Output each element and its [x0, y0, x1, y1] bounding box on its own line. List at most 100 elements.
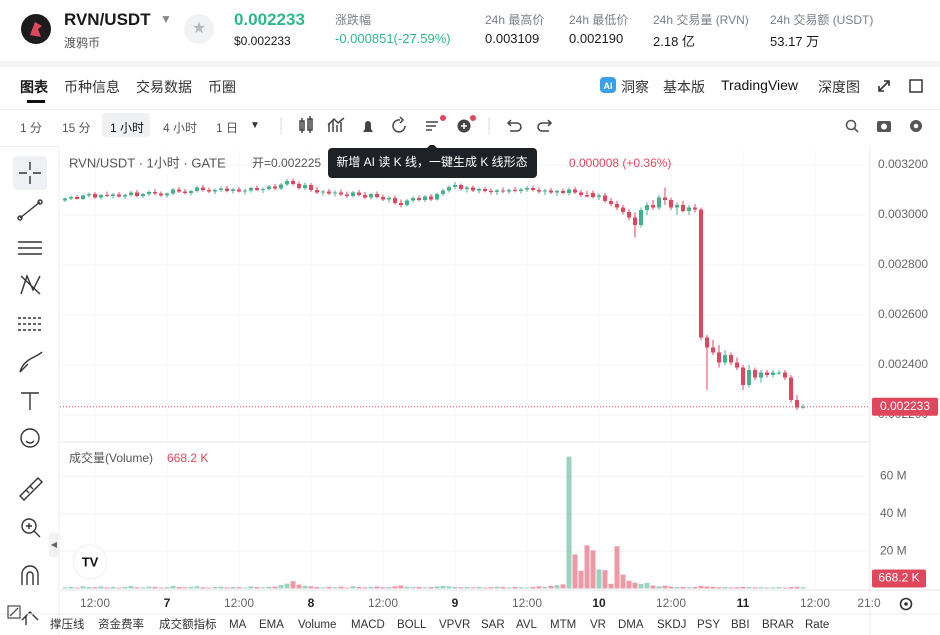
change-value: -0.000851(-27.59%) — [335, 31, 451, 46]
volume-bar — [236, 587, 242, 589]
settings-gear[interactable] — [899, 597, 913, 611]
indicator-icon[interactable] — [7, 605, 21, 619]
volume-bar — [650, 585, 656, 589]
candle-body — [195, 187, 199, 191]
indicator-button[interactable]: MTM — [550, 619, 576, 631]
tool-ruler[interactable] — [19, 477, 43, 501]
candle-body — [393, 198, 397, 203]
search-icon[interactable] — [845, 119, 859, 133]
volume-bar — [434, 586, 440, 589]
tab[interactable]: 交易数据 — [136, 79, 192, 95]
tool-crosshair[interactable] — [19, 162, 41, 184]
undo-icon[interactable] — [506, 119, 522, 132]
tool-brush[interactable] — [19, 351, 43, 373]
volume-bar — [758, 587, 764, 589]
interval[interactable]: 15 分 — [62, 121, 91, 135]
tool-fib[interactable] — [18, 317, 42, 331]
tool-emoji[interactable] — [20, 428, 40, 448]
tool-channel[interactable] — [18, 241, 42, 255]
volume-last: 668.2 K — [167, 451, 208, 465]
tab[interactable]: 币圈 — [208, 79, 236, 95]
symbol: RVN/USDT — [64, 10, 151, 29]
indicator-button[interactable]: 撑压线 — [50, 617, 85, 631]
volume-bar — [290, 581, 296, 589]
toolbar-icon[interactable] — [363, 121, 373, 132]
indicator-button[interactable]: Rate — [805, 619, 829, 631]
view-option[interactable]: 洞察 — [621, 79, 649, 95]
camera-icon[interactable] — [877, 121, 891, 132]
fullscreen-icon[interactable] — [876, 78, 892, 94]
indicator-button[interactable]: VR — [590, 619, 606, 631]
volume-bar — [428, 587, 434, 589]
interval-caret[interactable]: ▼ — [250, 120, 260, 131]
window-icon[interactable] — [908, 78, 924, 94]
indicator-button[interactable]: BRAR — [762, 619, 794, 631]
toolbar-icon[interactable] — [426, 121, 438, 131]
toolbar-icon[interactable] — [392, 116, 406, 133]
candle-body — [465, 187, 469, 189]
collapse-tools[interactable]: ◀ — [49, 533, 59, 557]
interval[interactable]: 1 分 — [20, 121, 43, 135]
x-tick-label: 12:00 — [80, 596, 110, 610]
volume-bar — [170, 585, 176, 589]
current-price-box — [872, 397, 938, 416]
volume-bar — [356, 587, 362, 589]
indicator-button[interactable]: PSY — [697, 619, 720, 631]
indicator-button[interactable]: SAR — [481, 619, 505, 631]
coin-logo — [21, 14, 51, 44]
candle-body — [519, 189, 523, 191]
interval[interactable]: 1 日 — [216, 121, 239, 135]
tool-text[interactable] — [21, 392, 39, 410]
candle-body — [585, 195, 589, 197]
volume-bar — [326, 586, 332, 589]
tool-zoom[interactable] — [21, 518, 37, 534]
tab[interactable]: 币种信息 — [64, 79, 120, 95]
indicator-button[interactable]: MA — [229, 619, 247, 631]
candle-body — [645, 205, 649, 210]
candle-body — [129, 192, 133, 195]
tool-line[interactable] — [19, 201, 41, 219]
tool-magnet[interactable] — [21, 565, 39, 585]
interval[interactable]: 1 小时 — [110, 121, 145, 135]
tool-pattern[interactable] — [20, 274, 41, 295]
view-option[interactable]: TradingView — [721, 77, 799, 93]
indicator-button[interactable]: BOLL — [397, 619, 427, 631]
indicator-button[interactable]: Volume — [298, 619, 336, 631]
interval[interactable]: 4 小时 — [163, 121, 198, 135]
volume-bar — [572, 554, 578, 589]
volume-bar — [782, 587, 788, 589]
indicator-button[interactable]: 资金费率 — [98, 617, 144, 631]
volume-bar — [224, 587, 230, 589]
volume-bar — [74, 587, 80, 589]
favorite-button[interactable]: ★ — [184, 14, 214, 44]
toolbar-icon[interactable] — [299, 116, 313, 133]
indicator-button[interactable]: EMA — [259, 619, 284, 631]
candle-body — [243, 190, 247, 192]
candle-body — [327, 191, 331, 194]
volume-bar — [554, 585, 560, 589]
tab[interactable]: 图表 — [20, 79, 48, 95]
indicator-button[interactable]: MACD — [351, 619, 385, 631]
indicator-button[interactable]: AVL — [516, 619, 537, 631]
redo-icon[interactable] — [537, 119, 553, 132]
symbol-caret[interactable]: ▼ — [160, 12, 172, 26]
settings-icon[interactable] — [910, 120, 922, 132]
toolbar-icon[interactable] — [327, 117, 345, 132]
view-option[interactable]: 基本版 — [663, 79, 705, 95]
indicator-button[interactable]: DMA — [618, 619, 644, 631]
candle-body — [561, 191, 565, 193]
candle-body — [357, 192, 361, 195]
indicator-button[interactable]: VPVR — [439, 619, 470, 631]
tool-more[interactable] — [21, 611, 39, 625]
volume-bar — [506, 587, 512, 589]
volume-title: 成交量(Volume) — [69, 450, 153, 465]
indicator-button[interactable]: BBI — [731, 619, 750, 631]
volume-bar — [608, 583, 614, 589]
indicator-button[interactable]: 成交额指标 — [159, 617, 217, 631]
view-option[interactable]: 深度图 — [818, 79, 860, 95]
indicator-button[interactable]: SKDJ — [657, 619, 686, 631]
candle-body — [639, 210, 643, 225]
candle-body — [567, 189, 571, 193]
candle-body — [297, 184, 301, 188]
x-tick-label: 12:00 — [800, 596, 830, 610]
